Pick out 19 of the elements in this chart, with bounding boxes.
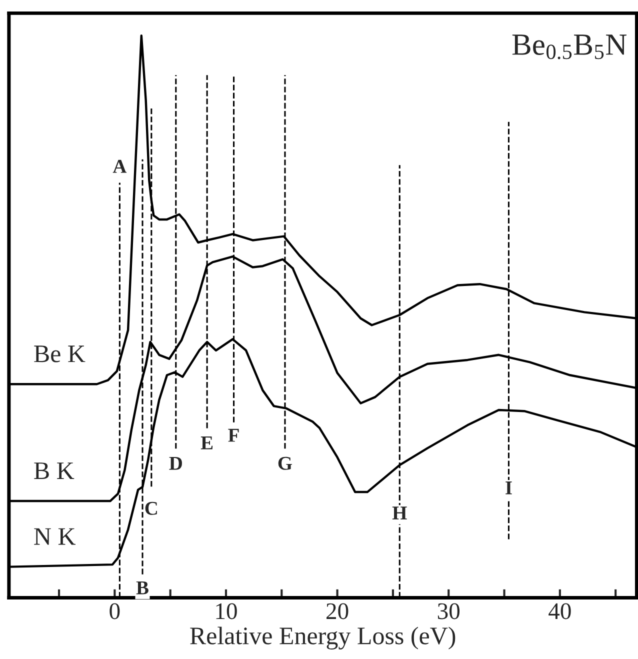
ref-line-label: H [392,506,407,520]
ref-line-label: B [136,581,148,594]
ref-line-label: E [200,436,213,450]
x-tick-label: 40 [548,603,571,620]
ref-line-label: G [278,456,292,470]
series-label: N K [34,528,76,545]
series-label: B K [34,462,74,480]
x-tick-label: 30 [438,603,460,620]
ref-line-label: D [169,456,182,470]
ref-line-label: A [112,160,127,173]
x-axis-title: Relative Energy Loss (eV) [190,626,456,650]
x-tick-label: 0 [110,603,120,620]
chart-title: Be$_{0.5}$B$_{5}$N [512,34,627,60]
ref-line-label: F [228,428,239,442]
x-tick-label: 10 [216,603,237,620]
series-label: Be K [34,346,86,362]
x-tick-label: 20 [326,603,348,620]
ref-line-label: C [145,502,157,515]
ref-line-label: I [506,482,512,494]
